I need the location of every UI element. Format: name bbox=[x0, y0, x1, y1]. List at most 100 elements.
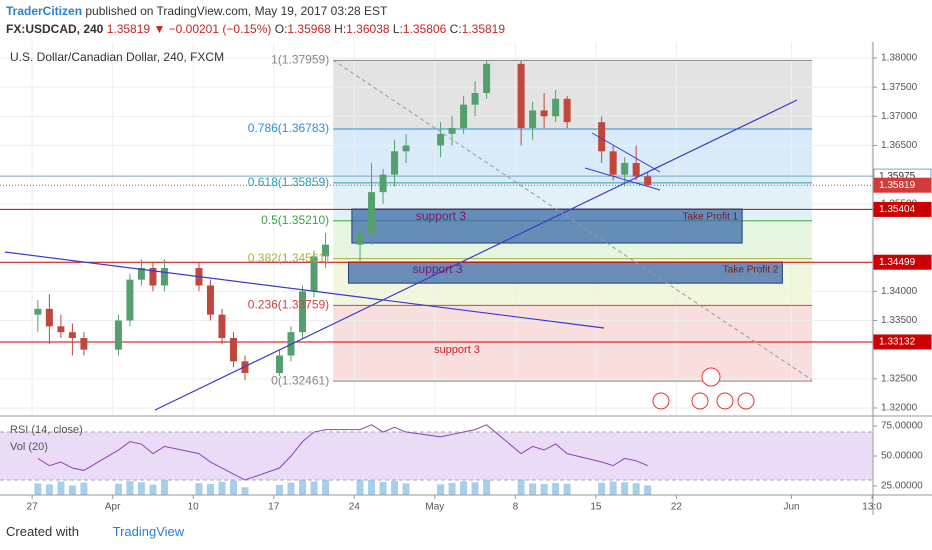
candle-body bbox=[402, 145, 410, 152]
candle-body bbox=[483, 63, 491, 93]
candle-body bbox=[356, 232, 364, 245]
header: TraderCitizen published on TradingView.c… bbox=[6, 2, 505, 38]
ohlc-key: L: bbox=[392, 22, 403, 36]
volume-bar bbox=[471, 482, 479, 495]
volume-bar bbox=[529, 483, 537, 495]
volume-bar bbox=[609, 481, 617, 495]
zone-target: Take Profit 2 bbox=[723, 265, 779, 276]
candle-body bbox=[552, 98, 560, 117]
event-icon bbox=[652, 392, 670, 410]
y-tick-label: 1.36500 bbox=[881, 140, 918, 151]
volume-bar bbox=[391, 480, 399, 495]
support-zone bbox=[351, 208, 743, 244]
x-tick-label: 27 bbox=[27, 502, 39, 513]
candle-body bbox=[437, 133, 445, 146]
price-tag-label: 1.35819 bbox=[879, 180, 916, 191]
x-tick-label: Jun bbox=[783, 502, 799, 513]
candle-body bbox=[275, 355, 283, 373]
candle-body bbox=[448, 127, 456, 134]
price-tag bbox=[873, 254, 932, 270]
indicator-pane bbox=[0, 424, 873, 495]
fib-band bbox=[333, 305, 813, 382]
volume-bar bbox=[114, 483, 122, 495]
zone-label: support 3 bbox=[413, 262, 463, 276]
candle-body bbox=[460, 104, 468, 128]
event-icon bbox=[691, 392, 709, 410]
candle-body bbox=[644, 176, 652, 186]
volume-bar bbox=[275, 484, 283, 495]
volume-bar bbox=[356, 478, 364, 495]
ohlc-key: C: bbox=[449, 22, 462, 36]
y-tick-label: 1.33500 bbox=[881, 315, 918, 326]
symbol-line: FX:USDCAD, 240 1.35819 ▼ −0.00201 (−0.15… bbox=[6, 20, 505, 38]
ohlc-key: H: bbox=[334, 22, 347, 36]
candle-body bbox=[517, 63, 525, 128]
candle-body bbox=[632, 162, 640, 177]
volume-bar bbox=[379, 481, 387, 495]
volume-bar bbox=[299, 479, 307, 495]
candle-body bbox=[149, 267, 157, 286]
x-tick-label: 13:0 bbox=[862, 502, 882, 513]
volume-bar bbox=[137, 482, 145, 495]
event-icons bbox=[652, 367, 755, 410]
event-icon bbox=[716, 392, 734, 410]
candle-body bbox=[540, 110, 548, 117]
candle-body bbox=[206, 285, 214, 315]
volume-bar bbox=[563, 483, 571, 495]
y-tick-label: 25.00000 bbox=[881, 481, 923, 492]
candle-body bbox=[621, 162, 629, 175]
fib-band bbox=[333, 60, 813, 129]
volume-bar bbox=[126, 481, 134, 495]
volume-bar bbox=[437, 484, 445, 495]
candle-body bbox=[57, 326, 65, 333]
x-tick-label: Apr bbox=[105, 502, 121, 513]
candle-body bbox=[45, 308, 53, 327]
fib-label: 1(1.37959) bbox=[271, 53, 329, 67]
created: Created with bbox=[6, 524, 79, 539]
x-tick-label: 8 bbox=[513, 502, 519, 513]
y-tick-label: 1.38000 bbox=[881, 53, 918, 64]
ohlc: O:1.35968 H:1.36038 L:1.35806 C:1.35819 bbox=[275, 22, 505, 36]
fib-label: 0(1.32461) bbox=[271, 373, 329, 387]
volume-bar bbox=[632, 483, 640, 495]
brand[interactable]: TradingView bbox=[112, 524, 185, 539]
volume-bar bbox=[552, 483, 560, 495]
annotation: support 3 bbox=[434, 344, 480, 356]
volume-bar bbox=[598, 482, 606, 495]
volume-bar bbox=[34, 483, 42, 495]
ohlc-value: 1.35819 bbox=[461, 22, 506, 36]
price-tag-label: 1.33132 bbox=[879, 337, 916, 348]
volume-bar bbox=[287, 482, 295, 495]
price-tag bbox=[873, 201, 932, 217]
chart-title: U.S. Dollar/Canadian Dollar, 240, FXCM bbox=[10, 50, 224, 64]
volume-bar bbox=[68, 485, 76, 495]
ohlc-key: O: bbox=[274, 22, 288, 36]
volume-bar bbox=[206, 484, 214, 495]
volume-bar bbox=[460, 481, 468, 495]
candle-body bbox=[598, 122, 606, 152]
volume-bar bbox=[402, 483, 410, 495]
wedge-line bbox=[591, 132, 661, 173]
axes: 75.00000 50.00000 25.00000 1.38000 1.37500 1.… bbox=[0, 42, 932, 515]
candle-body bbox=[391, 151, 399, 175]
fib-band bbox=[333, 128, 813, 183]
zone-target: Take Profit 1 bbox=[683, 212, 739, 223]
legend-entry: Vol (20) bbox=[10, 441, 48, 453]
volume-bar bbox=[57, 481, 65, 495]
y-tick-label: 1.37000 bbox=[881, 111, 918, 122]
candle-body bbox=[114, 320, 122, 350]
candle-body bbox=[229, 337, 237, 362]
y-tick-label: 1.34000 bbox=[881, 286, 918, 297]
trend-line bbox=[154, 99, 798, 411]
author: TraderCitizen bbox=[6, 4, 83, 18]
candle-body bbox=[218, 314, 226, 338]
candle-body bbox=[126, 279, 134, 321]
candle-body bbox=[137, 267, 145, 280]
fib-label: 0.5(1.35210) bbox=[261, 213, 329, 227]
volume-bar bbox=[322, 479, 330, 495]
drawings bbox=[4, 59, 813, 411]
volume-bar bbox=[310, 481, 318, 495]
fib-trend-line bbox=[332, 59, 813, 381]
